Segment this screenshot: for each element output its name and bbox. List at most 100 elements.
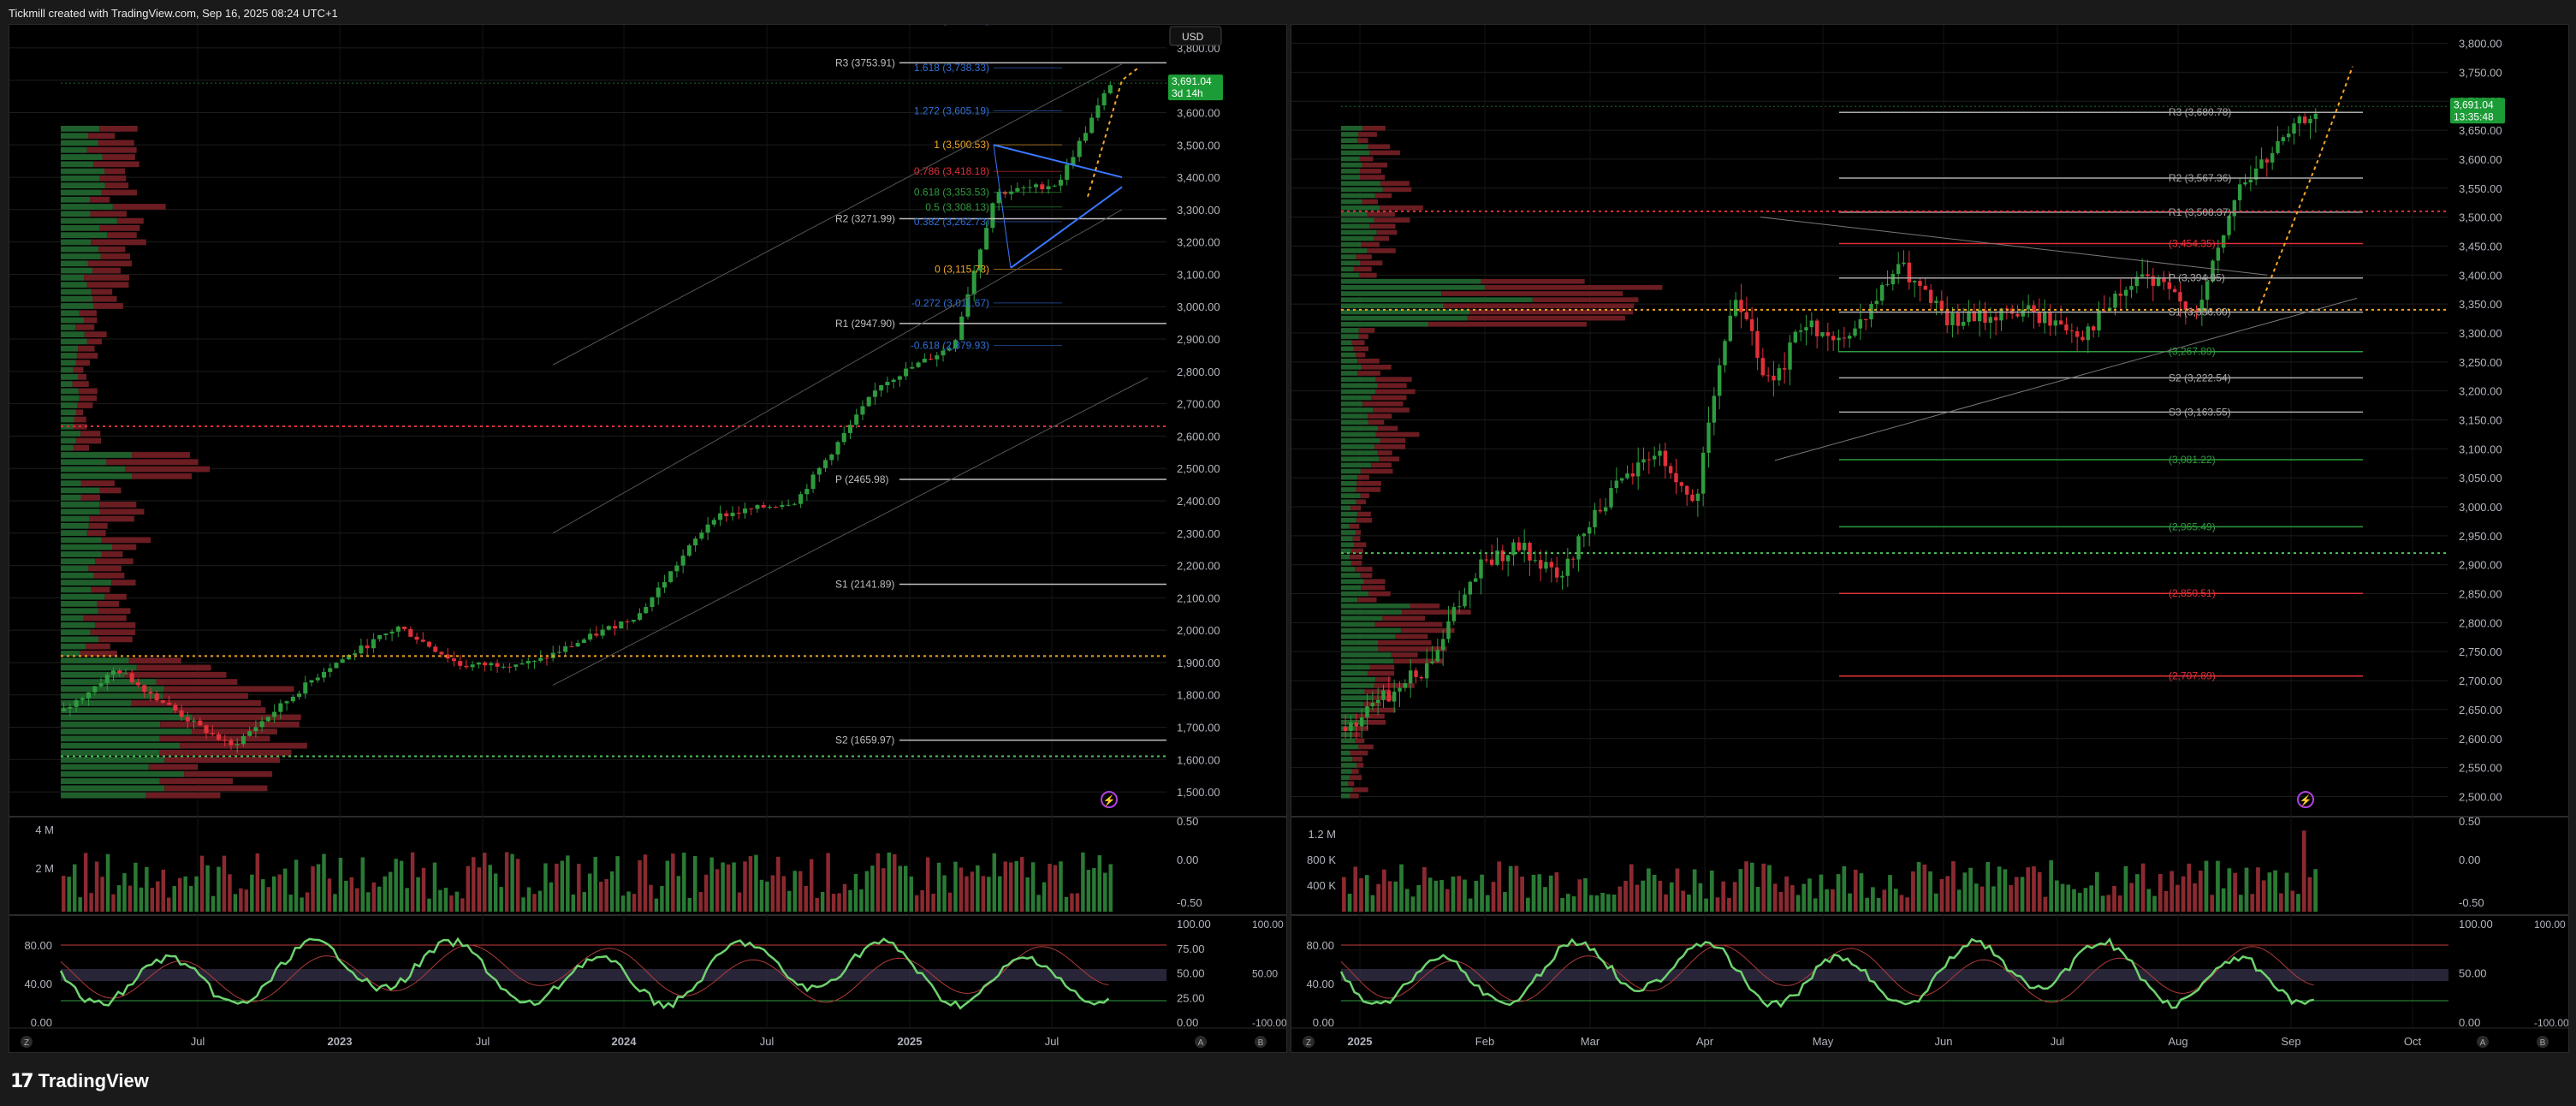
- candle-body: [798, 494, 804, 504]
- volume-bar: [1003, 861, 1007, 912]
- price-axis-label: 3,050.00: [2459, 472, 2502, 485]
- volume-profile-bar: [95, 558, 134, 565]
- volume-bar: [443, 888, 448, 912]
- left-chart-svg[interactable]: 3,800.003,700.003,600.003,500.003,400.00…: [9, 25, 1286, 1052]
- volume-profile-bar: [1341, 297, 1533, 302]
- volume-profile-bar: [61, 437, 76, 444]
- volume-profile-bar: [1378, 425, 1398, 431]
- volume-profile-bar: [61, 466, 126, 473]
- pivot-label: P (3,394.95): [2169, 272, 2225, 284]
- volume-profile-bar: [61, 707, 174, 714]
- triangle-line: [993, 145, 1012, 268]
- candle-body: [1603, 507, 1608, 512]
- volume-profile-bar: [91, 288, 113, 295]
- volume-profile-bar: [131, 700, 261, 706]
- candle-body: [736, 512, 741, 514]
- lightning-glyph: ⚡: [2300, 794, 2312, 806]
- candle-body: [984, 228, 989, 250]
- volume-profile-bar: [61, 267, 93, 274]
- volume-bar: [1916, 861, 1921, 912]
- candle-body: [1095, 105, 1101, 118]
- candle-body: [1408, 670, 1413, 684]
- volume-profile-bar: [1341, 548, 1351, 554]
- volume-profile-bar: [61, 714, 193, 721]
- volume-bar: [2089, 885, 2094, 912]
- corner-label: A: [1198, 1038, 1204, 1048]
- price-axis-label: 3,350.00: [2459, 298, 2502, 311]
- volume-profile-bar: [192, 714, 301, 721]
- volume-profile-bar: [1341, 524, 1350, 529]
- volume-bar: [1882, 889, 1887, 912]
- candle-body: [1386, 690, 1392, 702]
- volume-profile-bar: [61, 373, 79, 380]
- volume-bar: [1081, 852, 1085, 912]
- candle-body: [1858, 318, 1863, 329]
- volume-bar: [438, 889, 442, 912]
- price-axis-label: 2,900.00: [2459, 559, 2502, 572]
- volume-profile-bar: [61, 324, 76, 330]
- volume-bar: [1795, 895, 1801, 912]
- volume-bar: [1531, 874, 1536, 912]
- volume-profile-bar: [1341, 334, 1359, 339]
- volume-profile-bar: [1357, 474, 1369, 480]
- volume-profile-bar: [98, 608, 131, 615]
- volume-profile-bar: [1369, 150, 1400, 156]
- volume-bar: [139, 887, 144, 912]
- volume-bar: [1721, 881, 1726, 912]
- volume-bar: [2043, 896, 2048, 912]
- volume-bar: [638, 859, 642, 912]
- candle-body: [154, 693, 159, 700]
- candle-body: [575, 643, 580, 647]
- candle-body: [1668, 466, 1673, 473]
- volume-profile-bar: [1341, 597, 1358, 603]
- volume-bar: [1583, 877, 1588, 912]
- candle-body: [346, 655, 351, 660]
- pivot-label: S1 (2141.89): [835, 579, 894, 591]
- volume-bar: [1103, 872, 1107, 912]
- volume-profile-bar: [92, 295, 117, 302]
- candle-body: [1744, 312, 1749, 319]
- volume-axis-label: 400 K: [1307, 879, 1336, 892]
- candle-body: [2064, 324, 2069, 331]
- volume-bar: [615, 856, 620, 912]
- volume-profile-bar: [1341, 211, 1368, 217]
- left-chart-panel[interactable]: 3,800.003,700.003,600.003,500.003,400.00…: [9, 24, 1287, 1053]
- right-chart-svg[interactable]: 3,800.003,750.003,700.003,650.003,600.00…: [1291, 25, 2568, 1052]
- volume-profile-bar: [1375, 431, 1420, 437]
- volume-bar: [549, 882, 554, 912]
- volume-profile-bar: [61, 651, 80, 657]
- candle-body: [705, 524, 710, 533]
- candle-body: [1967, 311, 1971, 322]
- volume-profile-bar: [1368, 413, 1392, 419]
- candle-body: [1365, 706, 1369, 718]
- candle-body: [531, 660, 537, 662]
- volume-profile-bar: [93, 572, 125, 579]
- volume-bar: [2026, 867, 2031, 912]
- candle-body: [929, 359, 934, 360]
- tradingview-logo[interactable]: 17 TradingView: [10, 1070, 149, 1092]
- candle-body: [2297, 116, 2302, 124]
- volume-bar: [665, 860, 670, 912]
- candle-body: [1359, 717, 1364, 727]
- candle-body: [1463, 594, 1467, 607]
- candle-body: [588, 633, 593, 640]
- volume-profile-bar: [61, 764, 149, 770]
- volume-bar: [504, 852, 509, 912]
- volume-profile-bar: [1368, 591, 1391, 597]
- volume-profile-bar: [61, 473, 133, 479]
- volume-bar: [942, 875, 947, 912]
- candle-body: [2113, 293, 2117, 308]
- volume-profile-bar: [1341, 493, 1361, 498]
- volume-profile-bar: [1341, 542, 1355, 548]
- volume-bar: [1342, 877, 1346, 912]
- candle-body: [135, 682, 140, 686]
- candle-body: [1793, 331, 1798, 343]
- candle-body: [483, 663, 488, 666]
- candle-body: [2313, 113, 2318, 119]
- candle-body: [1831, 336, 1836, 341]
- volume-profile-bar: [1341, 560, 1351, 566]
- volume-bar: [1108, 864, 1113, 912]
- volume-profile-bar: [1341, 633, 1396, 639]
- right-chart-panel[interactable]: 3,800.003,750.003,700.003,650.003,600.00…: [1291, 24, 2569, 1053]
- volume-right-axis-label: 0.50: [1177, 815, 1198, 828]
